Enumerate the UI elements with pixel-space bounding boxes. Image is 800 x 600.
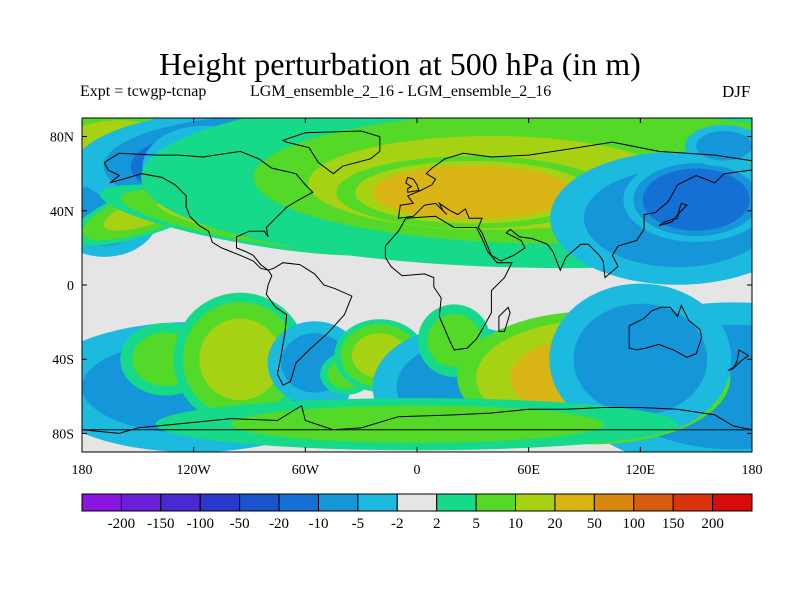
coast-australia <box>628 304 703 358</box>
coast-south-america <box>265 262 353 386</box>
coast-africa <box>384 215 513 351</box>
x-tick-label: 180 <box>742 463 763 478</box>
colorbar-box <box>515 493 556 512</box>
x-tick-label: 180 <box>72 463 93 478</box>
colorbar-level-label: -10 <box>308 516 328 532</box>
colorbar-box <box>475 493 517 512</box>
coast-north-america <box>103 150 314 271</box>
colorbar-level-label: 200 <box>701 516 724 532</box>
colorbar-box <box>81 493 122 512</box>
coast-eurasia <box>397 141 752 279</box>
colorbar-box <box>160 493 201 512</box>
contour-region <box>199 318 282 401</box>
colorbar-box <box>317 493 359 512</box>
coastlines <box>82 130 752 434</box>
colorbar-box <box>199 493 241 512</box>
map-axes: 180 120W 60W 0 60E 120E 180 80N 40N 0 40S 80S <box>50 118 763 478</box>
colorbar-level-label: -20 <box>269 516 289 532</box>
y-tick-label: 0 <box>67 279 74 294</box>
contour-region <box>584 312 697 406</box>
colorbar-level-label: 20 <box>547 516 562 532</box>
chart-title: Height perturbation at 500 hPa (in m) <box>159 46 641 82</box>
x-tick-label: 120E <box>626 463 656 478</box>
colorbar-level-label: 100 <box>623 516 646 532</box>
colorbar-level-label: -150 <box>147 516 175 532</box>
colorbar-level-label: -200 <box>108 516 136 532</box>
colorbar-box <box>278 493 319 512</box>
contour-region <box>230 405 604 443</box>
y-tick-label: 80S <box>52 427 74 442</box>
coast-antarctica <box>82 404 752 434</box>
contour-region <box>696 130 752 161</box>
colorbar-box <box>436 493 477 512</box>
colorbar-box <box>357 493 398 512</box>
x-tick-label: 60E <box>517 463 540 478</box>
y-tick-label: 40S <box>52 353 74 368</box>
colorbar: -200 -150 -100 -50 -20 -10 -5 -2 2 5 10 20 50 100 150 2… <box>81 493 753 532</box>
x-tick-label: 60W <box>292 463 320 478</box>
y-tick-label: 40N <box>50 205 74 220</box>
colorbar-box <box>712 493 753 512</box>
colorbar-box <box>554 493 595 512</box>
chart-subtitle-center: LGM_ensemble_2_16 - LGM_ensemble_2_16 <box>250 83 552 100</box>
colorbar-box <box>593 493 635 512</box>
x-tick-label: 0 <box>414 463 421 478</box>
contour-field <box>82 118 752 452</box>
contour-region <box>651 173 741 226</box>
colorbar-level-label: -50 <box>230 516 250 532</box>
chart-subtitle-left: Expt = tcwgp-tcnap <box>80 83 207 100</box>
x-tick-label: 120W <box>177 463 212 478</box>
contour-region <box>389 169 557 215</box>
colorbar-box <box>396 493 438 512</box>
contour-region <box>431 318 477 363</box>
colorbar-box <box>239 493 280 512</box>
colorbar-level-label: -2 <box>391 516 404 532</box>
coast-japan <box>658 202 688 227</box>
coast-new-zealand <box>727 349 750 371</box>
colorbar-level-label: 150 <box>662 516 685 532</box>
colorbar-box <box>120 493 162 512</box>
colorbar-level-label: -5 <box>352 516 365 532</box>
colorbar-level-label: -100 <box>186 516 214 532</box>
coast-britain <box>405 176 420 193</box>
coast-madagascar <box>498 306 511 332</box>
y-tick-label: 80N <box>50 131 74 146</box>
colorbar-box <box>672 493 714 512</box>
colorbar-box <box>633 493 674 512</box>
coast-greenland <box>281 130 381 175</box>
colorbar-level-label: 2 <box>433 516 441 532</box>
colorbar-level-label: 10 <box>508 516 523 532</box>
colorbar-level-label: 5 <box>472 516 480 532</box>
colorbar-level-label: 50 <box>587 516 602 532</box>
chart-subtitle-right: DJF <box>722 82 751 101</box>
